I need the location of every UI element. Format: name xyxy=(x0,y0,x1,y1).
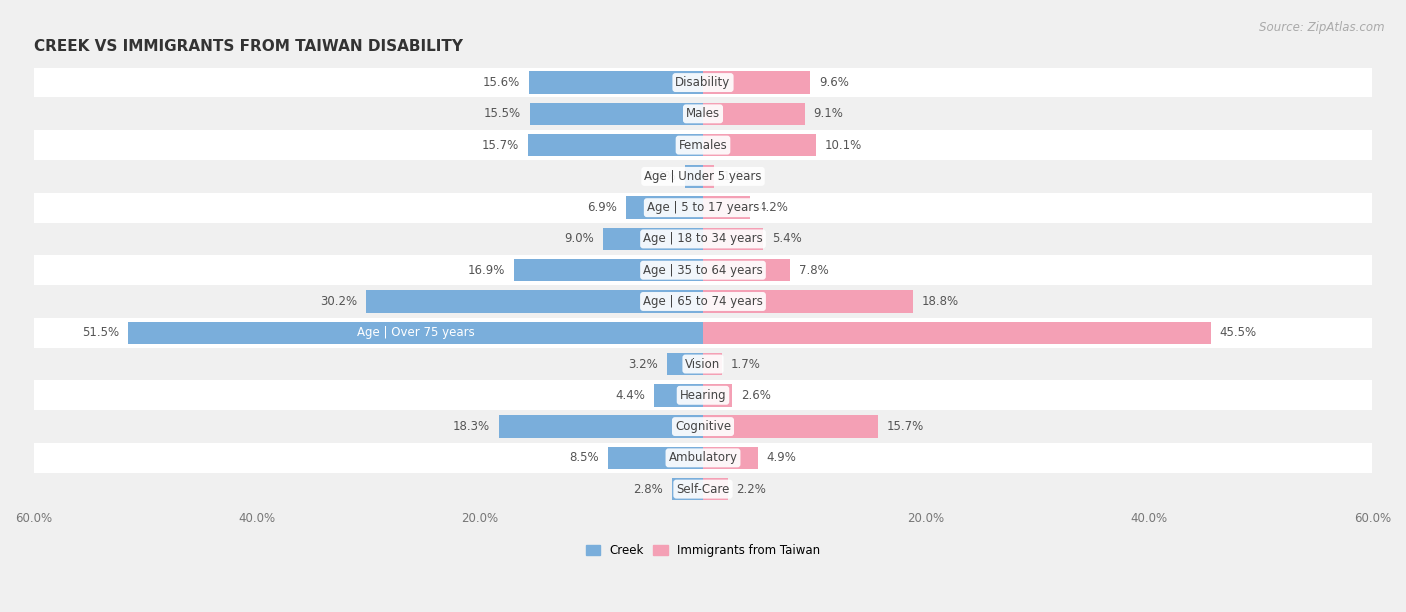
Text: Vision: Vision xyxy=(685,357,721,370)
Bar xyxy=(672,478,703,501)
Bar xyxy=(128,321,703,344)
Bar xyxy=(703,321,1211,344)
Bar xyxy=(515,259,703,282)
Text: 5.4%: 5.4% xyxy=(772,233,801,245)
Bar xyxy=(34,224,1372,254)
Text: CREEK VS IMMIGRANTS FROM TAIWAN DISABILITY: CREEK VS IMMIGRANTS FROM TAIWAN DISABILI… xyxy=(34,40,463,54)
Text: Age | Over 75 years: Age | Over 75 years xyxy=(357,326,475,339)
Text: Females: Females xyxy=(679,138,727,152)
Bar xyxy=(703,196,749,219)
Bar xyxy=(668,353,703,375)
Bar xyxy=(609,447,703,469)
Text: Self-Care: Self-Care xyxy=(676,483,730,496)
Text: 15.7%: 15.7% xyxy=(482,138,519,152)
Text: 9.0%: 9.0% xyxy=(564,233,593,245)
Bar xyxy=(626,196,703,219)
Bar xyxy=(703,165,714,188)
Text: 4.2%: 4.2% xyxy=(759,201,789,214)
Bar xyxy=(527,134,703,157)
Text: 6.9%: 6.9% xyxy=(588,201,617,214)
Bar xyxy=(34,318,1372,348)
Text: 4.4%: 4.4% xyxy=(614,389,645,402)
Bar xyxy=(703,72,810,94)
Text: Age | Under 5 years: Age | Under 5 years xyxy=(644,170,762,183)
Text: 8.5%: 8.5% xyxy=(569,452,599,465)
Text: Age | 18 to 34 years: Age | 18 to 34 years xyxy=(643,233,763,245)
Bar xyxy=(34,443,1372,472)
Text: Source: ZipAtlas.com: Source: ZipAtlas.com xyxy=(1260,21,1385,34)
Bar xyxy=(529,72,703,94)
Text: 9.6%: 9.6% xyxy=(820,76,849,89)
Text: 18.3%: 18.3% xyxy=(453,420,489,433)
Text: 30.2%: 30.2% xyxy=(321,295,357,308)
Text: 9.1%: 9.1% xyxy=(814,107,844,121)
Text: 1.7%: 1.7% xyxy=(731,357,761,370)
Text: 45.5%: 45.5% xyxy=(1219,326,1257,339)
Bar xyxy=(34,255,1372,285)
Legend: Creek, Immigrants from Taiwan: Creek, Immigrants from Taiwan xyxy=(581,540,825,562)
Bar xyxy=(34,193,1372,223)
Bar xyxy=(703,103,804,125)
Text: 1.0%: 1.0% xyxy=(723,170,752,183)
Text: 4.9%: 4.9% xyxy=(766,452,796,465)
Bar xyxy=(530,103,703,125)
Bar xyxy=(34,130,1372,160)
Text: 51.5%: 51.5% xyxy=(83,326,120,339)
Bar xyxy=(703,290,912,313)
Bar xyxy=(654,384,703,406)
Bar xyxy=(685,165,703,188)
Bar xyxy=(703,416,879,438)
Text: Age | 5 to 17 years: Age | 5 to 17 years xyxy=(647,201,759,214)
Bar xyxy=(703,259,790,282)
Bar xyxy=(703,478,727,501)
Bar xyxy=(34,99,1372,129)
Text: Cognitive: Cognitive xyxy=(675,420,731,433)
Bar xyxy=(703,447,758,469)
Text: Age | 35 to 64 years: Age | 35 to 64 years xyxy=(643,264,763,277)
Bar xyxy=(703,228,763,250)
Text: 7.8%: 7.8% xyxy=(799,264,828,277)
Text: Age | 65 to 74 years: Age | 65 to 74 years xyxy=(643,295,763,308)
Text: 15.7%: 15.7% xyxy=(887,420,924,433)
Text: 3.2%: 3.2% xyxy=(628,357,658,370)
Bar xyxy=(499,416,703,438)
Bar xyxy=(34,286,1372,316)
Text: 1.6%: 1.6% xyxy=(647,170,676,183)
Text: 2.2%: 2.2% xyxy=(737,483,766,496)
Text: Disability: Disability xyxy=(675,76,731,89)
Text: 15.5%: 15.5% xyxy=(484,107,522,121)
Bar xyxy=(34,349,1372,379)
Text: 16.9%: 16.9% xyxy=(468,264,506,277)
Text: 15.6%: 15.6% xyxy=(482,76,520,89)
Text: 18.8%: 18.8% xyxy=(922,295,959,308)
Text: 2.6%: 2.6% xyxy=(741,389,770,402)
Text: Hearing: Hearing xyxy=(679,389,727,402)
Text: Ambulatory: Ambulatory xyxy=(668,452,738,465)
Bar xyxy=(366,290,703,313)
Bar xyxy=(703,353,721,375)
Bar xyxy=(34,412,1372,441)
Text: 2.8%: 2.8% xyxy=(633,483,662,496)
Bar xyxy=(34,162,1372,191)
Bar xyxy=(34,381,1372,410)
Bar xyxy=(703,134,815,157)
Text: 10.1%: 10.1% xyxy=(824,138,862,152)
Bar xyxy=(703,384,733,406)
Text: Males: Males xyxy=(686,107,720,121)
Bar xyxy=(34,474,1372,504)
Bar xyxy=(603,228,703,250)
Bar xyxy=(34,68,1372,97)
